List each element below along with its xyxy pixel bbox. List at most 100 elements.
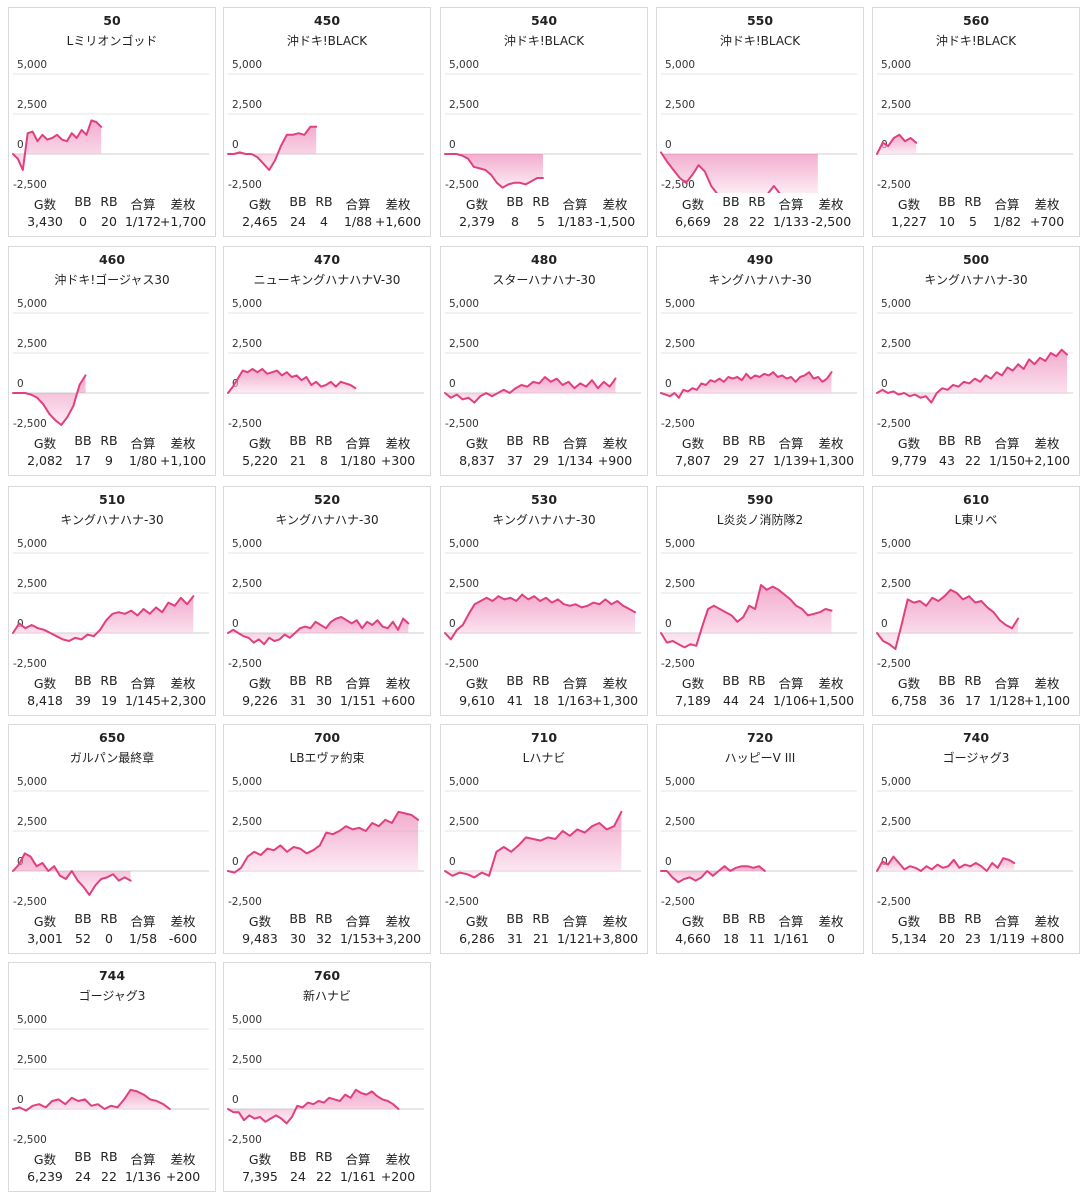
machine-card[interactable]: 760 新ハナビ 5,000 2,500 0 -2,500 G数 BB RB 合算 差枚 7,395 2…: [223, 962, 431, 1192]
y-tick-label: 5,000: [17, 538, 47, 550]
machine-title: L東リベ: [954, 513, 998, 527]
combined-value: 1/88: [343, 214, 373, 229]
combined-header: 合算: [778, 197, 804, 212]
games-value: 6,669: [675, 214, 711, 229]
machine-card[interactable]: 740 ゴージャグ3 5,000 2,500 0 -2,500 G数 BB RB 合算 差枚 5,13…: [872, 724, 1080, 954]
machine-card[interactable]: 540 沖ドキ!BLACK 5,000 2,500 0 -2,500 G数 BB RB 合算 差枚 2…: [440, 7, 648, 237]
bb-value: 8: [511, 214, 519, 229]
combined-value: 1/82: [992, 214, 1022, 229]
games-value: 3,430: [27, 214, 63, 229]
machine-card[interactable]: 510 キングハナハナ-30 5,000 2,500 0 -2,500 G数 BB RB 合算 差枚…: [8, 486, 216, 716]
machine-card[interactable]: 470ニューキングハナハナV-305,0002,5000-2,500G数BBRB…: [223, 246, 431, 476]
rb-value: 22: [316, 1169, 332, 1184]
series-line: [444, 593, 637, 641]
series-area: [228, 369, 356, 393]
machine-card[interactable]: 50 Lミリオンゴッド 5,000 2,500 0 -2,500 G数 BB RB 合算 差枚 3,4…: [8, 7, 216, 237]
diff-header: 差枚: [1034, 197, 1060, 212]
bb-header: BB: [938, 673, 956, 688]
machine-card[interactable]: 744 ゴージャグ3 5,000 2,500 0 -2,500 G数 BB RB 合算 差枚 6,23…: [8, 962, 216, 1192]
machine-card[interactable]: 460 沖ドキ!ゴージャス30 5,000 2,500 0 -2,500 G数 BB RB 合算差…: [8, 246, 216, 476]
games-value: 9,779: [891, 453, 927, 468]
y-tick-label: 5,000: [17, 1014, 47, 1026]
games-header: G数: [681, 676, 705, 691]
series-area: [13, 596, 194, 641]
y-tick-label: 2,500: [881, 338, 911, 350]
series-line: [227, 125, 318, 171]
y-tick-label: 0: [17, 1094, 24, 1106]
diff-value: +1,700: [159, 214, 207, 229]
machine-card[interactable]: 720 ハッピーV III 5,000 2,500 0 -2,500 G数 BB RB 合算 差枚 4…: [656, 724, 864, 954]
y-tick-label: 2,500: [881, 99, 911, 111]
bb-value: 0: [79, 214, 87, 229]
rb-value: 5: [537, 214, 545, 229]
bb-value: 31: [290, 693, 306, 708]
diff-value: -1,500: [594, 214, 636, 229]
rb-header: RB: [964, 911, 982, 926]
combined-value: 1/183: [556, 214, 594, 229]
machine-title: 沖ドキ!ゴージャス30: [54, 273, 170, 287]
y-tick-label: 2,500: [17, 99, 47, 111]
y-tick-label: -2,500: [445, 658, 479, 670]
bb-header: BB: [74, 433, 92, 448]
rb-header: RB: [315, 673, 333, 688]
bb-value: 36: [939, 693, 955, 708]
diff-header: 差枚: [170, 914, 196, 929]
bb-value: 24: [75, 1169, 91, 1184]
rb-header: RB: [964, 194, 982, 209]
machine-card[interactable]: 560沖ドキ!BLACK5,0002,5000-2,500G数BBRB合算差枚1…: [872, 7, 1080, 237]
y-tick-label: 5,000: [881, 298, 911, 310]
combined-value: 1/128: [988, 693, 1026, 708]
series-line: [12, 595, 195, 642]
machine-title: LBエヴァ約束: [289, 751, 365, 765]
games-value: 1,227: [891, 214, 927, 229]
y-tick-label: 5,000: [449, 776, 479, 788]
machine-card[interactable]: 710 Lハナビ 5,000 2,500 0 -2,500 G数 BB RB 合算 差枚 6,286 3…: [440, 724, 648, 954]
machine-card[interactable]: 450 沖ドキ!BLACK 5,000 2,500 0 -2,500 G数 BB RB 合算 差枚 2…: [223, 7, 431, 237]
y-tick-label: 0: [449, 378, 456, 390]
diff-header: 差枚: [818, 676, 844, 691]
machine-card[interactable]: 700 LBエヴァ約束 5,000 2,500 0 -2,500 G数 BB RB 合算 差枚 9,4…: [223, 724, 431, 954]
machine-card[interactable]: 520 キングハナハナ-30 5,000 2,500 0 -2,500 G数 BB RB 合算 差枚…: [223, 486, 431, 716]
y-tick-label: 2,500: [449, 338, 479, 350]
machine-card[interactable]: 610 L東リベ 5,000 2,500 0 -2,500 G数 BB RB 合算 差枚 6,758 3…: [872, 486, 1080, 716]
machine-card[interactable]: 530 キングハナハナ-30 5,000 2,500 0 -2,500 G数 BB RB 合算 差枚…: [440, 486, 648, 716]
rb-header: RB: [315, 433, 333, 448]
machine-number: 700: [313, 730, 341, 745]
rb-value: 20: [101, 214, 117, 229]
series-area: [228, 811, 419, 873]
y-tick-label: 5,000: [232, 538, 262, 550]
games-header: G数: [33, 1152, 57, 1167]
diff-header: 差枚: [1034, 676, 1060, 691]
combined-value: 1/133: [772, 214, 810, 229]
combined-header: 合算: [778, 436, 804, 451]
machine-number: 720: [746, 730, 774, 745]
games-header: G数: [248, 436, 272, 451]
rb-value: 5: [969, 214, 977, 229]
combined-value: 1/161: [772, 931, 810, 946]
y-tick-label: 5,000: [17, 59, 47, 71]
bb-value: 43: [939, 453, 955, 468]
machine-card[interactable]: 490 キングハナハナ-30 5,000 2,500 0 -2,500 G数 BB RB 合算 差枚…: [656, 246, 864, 476]
y-tick-label: 5,000: [232, 776, 262, 788]
series-area: [661, 372, 832, 398]
y-tick-label: 2,500: [881, 578, 911, 590]
machine-number: 490: [746, 252, 774, 267]
games-value: 9,226: [242, 693, 278, 708]
y-tick-label: 2,500: [881, 816, 911, 828]
combined-header: 合算: [994, 914, 1020, 929]
y-tick-label: 5,000: [665, 538, 695, 550]
combined-value: 1/134: [556, 453, 594, 468]
machine-card[interactable]: 480 スターハナハナ-30 5,000 2,500 0 -2,500 G数 BB RB 合算 差枚…: [440, 246, 648, 476]
bb-header: BB: [289, 194, 307, 209]
games-header: G数: [465, 436, 489, 451]
machine-card[interactable]: 500 キングハナハナ-30 5,000 2,500 0 -2,500 G数 BB RB 合算 差枚…: [872, 246, 1080, 476]
machine-card[interactable]: 550 沖ドキ!BLACK 5,000 2,500 0 -2,500 G数 BB RB 合算 差枚 6…: [656, 7, 864, 237]
series-area: [661, 585, 832, 648]
machine-card[interactable]: 590 L炎炎ノ消防隊2 5,000 2,500 0 -2,500 G数 BB RB 合算 差枚 7,…: [656, 486, 864, 716]
